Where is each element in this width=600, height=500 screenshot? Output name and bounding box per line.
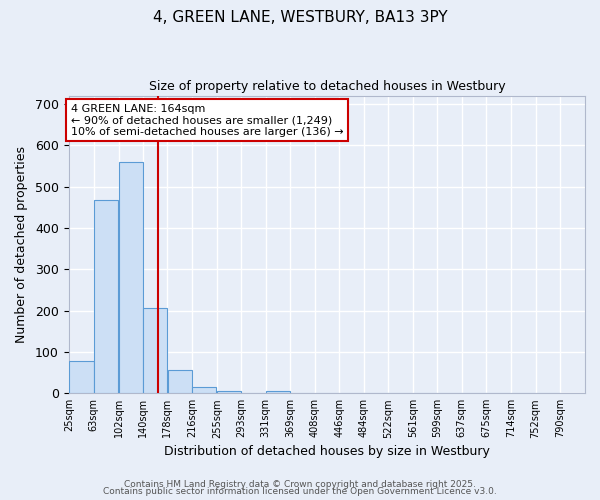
Bar	[70, 361, 94, 393]
Bar	[119, 162, 143, 393]
Bar	[217, 391, 241, 393]
Text: Contains HM Land Registry data © Crown copyright and database right 2025.: Contains HM Land Registry data © Crown c…	[124, 480, 476, 489]
Text: 4 GREEN LANE: 164sqm
← 90% of detached houses are smaller (1,249)
10% of semi-de: 4 GREEN LANE: 164sqm ← 90% of detached h…	[71, 104, 343, 137]
Bar	[167, 370, 191, 393]
Text: 4, GREEN LANE, WESTBURY, BA13 3PY: 4, GREEN LANE, WESTBURY, BA13 3PY	[152, 10, 448, 25]
Title: Size of property relative to detached houses in Westbury: Size of property relative to detached ho…	[149, 80, 505, 93]
Bar	[94, 200, 118, 393]
Bar	[143, 308, 167, 393]
Y-axis label: Number of detached properties: Number of detached properties	[15, 146, 28, 343]
Bar	[192, 387, 216, 393]
Bar	[266, 391, 290, 393]
Text: Contains public sector information licensed under the Open Government Licence v3: Contains public sector information licen…	[103, 487, 497, 496]
X-axis label: Distribution of detached houses by size in Westbury: Distribution of detached houses by size …	[164, 444, 490, 458]
